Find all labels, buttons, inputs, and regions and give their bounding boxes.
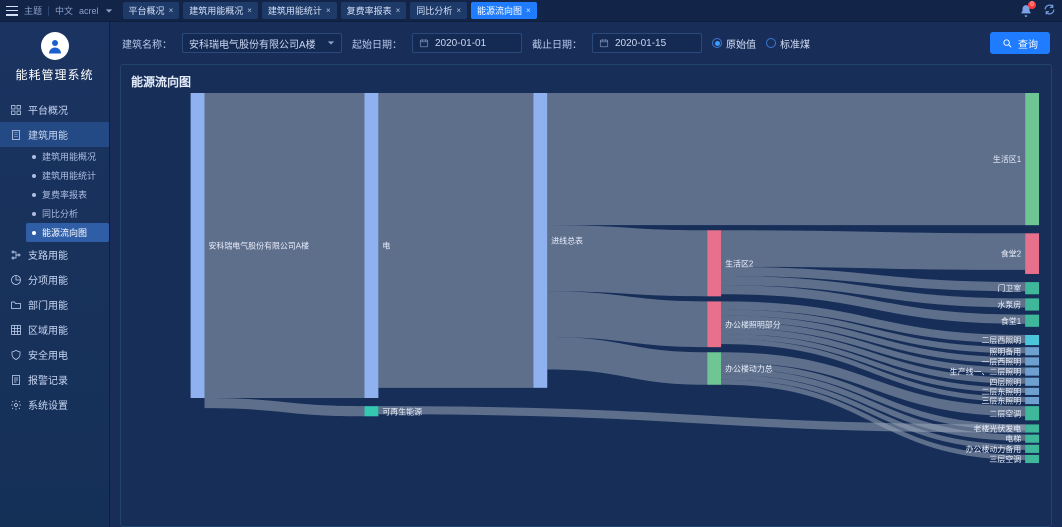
sidebar-item-doc[interactable]: 报警记录: [0, 367, 109, 392]
grid-icon: [10, 324, 22, 336]
calendar-icon: [599, 38, 609, 48]
close-icon[interactable]: ×: [456, 6, 461, 15]
sidebar-item-dashboard[interactable]: 平台概况: [0, 97, 109, 122]
svg-text:电梯: 电梯: [1005, 434, 1021, 444]
svg-text:办公楼动力总: 办公楼动力总: [725, 363, 773, 373]
svg-text:食堂2: 食堂2: [1001, 249, 1022, 259]
building-value: 安科瑞电气股份有限公司A楼: [189, 36, 316, 51]
tab-4[interactable]: 同比分析×: [410, 2, 467, 19]
user-label[interactable]: acrel: [79, 6, 99, 16]
doc-icon: [10, 374, 22, 386]
bell-badge: 0: [1028, 1, 1036, 9]
nav: 平台概况建筑用能建筑用能概况建筑用能统计复费率报表同比分析能源流向图支路用能分项…: [0, 97, 109, 417]
start-date-input[interactable]: 2020-01-01: [412, 33, 522, 53]
divider: [48, 6, 49, 16]
sidebar-subitem[interactable]: 复费率报表: [26, 185, 109, 204]
svg-text:四层照明: 四层照明: [989, 378, 1021, 387]
chart-title: 能源流向图: [131, 73, 1045, 90]
chevron-down-icon: [327, 39, 335, 47]
sidebar-item-grid[interactable]: 区域用能: [0, 317, 109, 342]
svg-text:老楼光伏发电: 老楼光伏发电: [974, 423, 1022, 433]
chevron-down-icon[interactable]: [105, 7, 113, 15]
svg-text:进线总表: 进线总表: [551, 235, 583, 245]
sidebar-subitem[interactable]: 能源流向图: [26, 223, 109, 242]
calendar-icon: [419, 38, 429, 48]
svg-text:门卫室: 门卫室: [997, 283, 1021, 293]
svg-text:生活区2: 生活区2: [725, 258, 754, 268]
folder-icon: [10, 299, 22, 311]
start-date-label: 起始日期：: [352, 36, 402, 51]
svg-text:可再生能源: 可再生能源: [382, 406, 422, 416]
search-button-label: 查询: [1018, 36, 1038, 51]
svg-text:办公楼动力备用: 办公楼动力备用: [966, 444, 1022, 454]
end-date-input[interactable]: 2020-01-15: [592, 33, 702, 53]
svg-text:照明备用: 照明备用: [989, 346, 1021, 356]
sidebar-item-pie[interactable]: 分项用能: [0, 267, 109, 292]
shield-icon: [10, 349, 22, 361]
branch-icon: [10, 249, 22, 261]
avatar-icon: [41, 32, 69, 60]
filter-bar: 建筑名称： 安科瑞电气股份有限公司A楼 起始日期： 2020-01-01 截止日…: [120, 28, 1052, 58]
svg-text:水泵房: 水泵房: [997, 299, 1021, 309]
radio-coal-label: 标准煤: [780, 36, 810, 51]
radio-coal[interactable]: 标准煤: [766, 36, 810, 51]
topbar: 主题 中文 acrel 平台概况×建筑用能概况×建筑用能统计×复费率报表×同比分…: [0, 0, 1062, 22]
close-icon[interactable]: ×: [169, 6, 174, 15]
radio-raw-label: 原始值: [726, 36, 756, 51]
refresh-icon[interactable]: [1043, 3, 1056, 18]
svg-text:二层西照明: 二层西照明: [981, 336, 1021, 345]
gear-icon: [10, 399, 22, 411]
svg-text:生活区1: 生活区1: [993, 154, 1022, 164]
tab-2[interactable]: 建筑用能统计×: [262, 2, 337, 19]
svg-text:安科瑞电气股份有限公司A楼: 安科瑞电气股份有限公司A楼: [208, 240, 309, 250]
tab-1[interactable]: 建筑用能概况×: [183, 2, 258, 19]
search-button[interactable]: 查询: [990, 32, 1050, 54]
tab-0[interactable]: 平台概况×: [123, 2, 180, 19]
close-icon[interactable]: ×: [396, 6, 401, 15]
svg-text:三层空调: 三层空调: [989, 454, 1021, 464]
svg-text:一层西照明: 一层西照明: [981, 357, 1021, 366]
main: 建筑名称： 安科瑞电气股份有限公司A楼 起始日期： 2020-01-01 截止日…: [110, 22, 1062, 527]
bell-icon[interactable]: 0: [1019, 4, 1033, 18]
sidebar-subitem[interactable]: 建筑用能统计: [26, 166, 109, 185]
tab-3[interactable]: 复费率报表×: [341, 2, 407, 19]
close-icon[interactable]: ×: [326, 6, 331, 15]
chart-card: 能源流向图 安科瑞电气股份有限公司A楼 电可再生能源 进线总表 生活区1 生活区2 办公楼…: [120, 64, 1052, 527]
menu-toggle-icon[interactable]: [6, 6, 18, 16]
sidebar: 能耗管理系统 平台概况建筑用能建筑用能概况建筑用能统计复费率报表同比分析能源流向…: [0, 22, 110, 527]
close-icon[interactable]: ×: [526, 6, 531, 15]
building-select[interactable]: 安科瑞电气股份有限公司A楼: [182, 33, 342, 53]
svg-text:办公楼照明部分: 办公楼照明部分: [725, 319, 781, 329]
end-date-label: 截止日期：: [532, 36, 582, 51]
building-icon: [10, 129, 22, 141]
svg-text:生产线一、二层照明: 生产线一、二层照明: [950, 367, 1021, 377]
sidebar-subitem[interactable]: 建筑用能概况: [26, 147, 109, 166]
tab-5[interactable]: 能源流向图×: [471, 2, 537, 19]
start-date-value: 2020-01-01: [435, 38, 486, 49]
svg-text:二层空调: 二层空调: [989, 408, 1021, 418]
sidebar-subitem[interactable]: 同比分析: [26, 204, 109, 223]
svg-text:三层东照明: 三层东照明: [981, 395, 1021, 405]
sidebar-item-branch[interactable]: 支路用能: [0, 242, 109, 267]
pie-icon: [10, 274, 22, 286]
svg-text:电: 电: [382, 240, 390, 250]
sidebar-item-shield[interactable]: 安全用电: [0, 342, 109, 367]
sankey-chart: 安科瑞电气股份有限公司A楼电可再生能源进线总表生活区1生活区2办公楼照明部分办公…: [131, 93, 1045, 520]
lang-label[interactable]: 中文: [55, 4, 73, 17]
sidebar-item-folder[interactable]: 部门用能: [0, 292, 109, 317]
svg-text:二层东照明: 二层东照明: [981, 386, 1021, 396]
open-tabs: 平台概况×建筑用能概况×建筑用能统计×复费率报表×同比分析×能源流向图×: [123, 2, 537, 19]
sidebar-item-gear[interactable]: 系统设置: [0, 392, 109, 417]
brand: 能耗管理系统: [0, 28, 109, 91]
dashboard-icon: [10, 104, 22, 116]
theme-label: 主题: [24, 4, 42, 17]
close-icon[interactable]: ×: [247, 6, 252, 15]
building-label: 建筑名称：: [122, 36, 172, 51]
svg-text:食堂1: 食堂1: [1001, 316, 1022, 326]
end-date-value: 2020-01-15: [615, 38, 666, 49]
radio-raw[interactable]: 原始值: [712, 36, 756, 51]
sidebar-item-building[interactable]: 建筑用能: [0, 122, 109, 147]
brand-title: 能耗管理系统: [15, 66, 93, 83]
